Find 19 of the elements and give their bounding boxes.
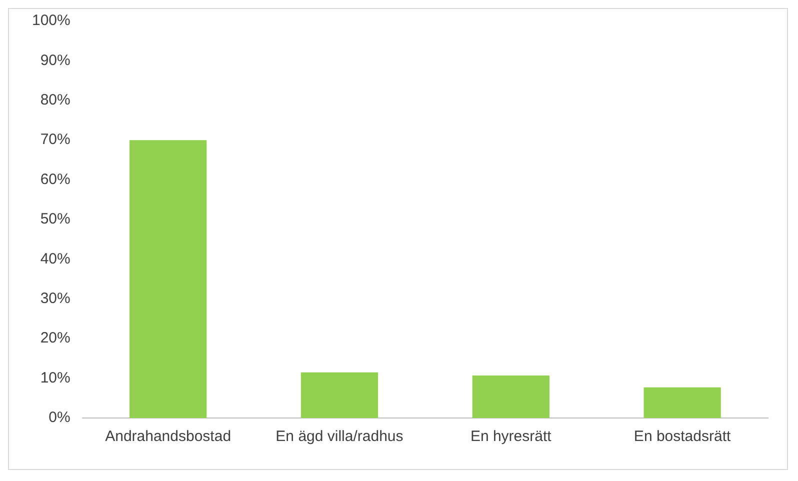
y-tick-label: 80% xyxy=(40,92,70,109)
y-tick-label: 40% xyxy=(40,250,70,268)
y-tick-label: 90% xyxy=(40,52,70,69)
bar xyxy=(300,372,378,418)
y-tick-label: 30% xyxy=(40,290,70,308)
bar xyxy=(472,376,550,418)
x-tick-label: En bostadsrätt xyxy=(634,428,732,446)
y-tick-label: 10% xyxy=(40,369,70,386)
bar xyxy=(644,387,721,418)
y-tick-label: 0% xyxy=(48,409,70,426)
y-tick-label: 60% xyxy=(40,170,70,188)
x-tick-label: Andrahandsbostad xyxy=(105,428,232,446)
y-tick-label: 70% xyxy=(40,131,70,148)
bar xyxy=(130,140,207,418)
y-tick-label: 20% xyxy=(40,330,70,347)
y-tick-label: 100% xyxy=(32,12,70,30)
x-tick-label: En hyresrätt xyxy=(470,428,552,446)
y-tick-label: 50% xyxy=(40,210,70,228)
x-tick-label: En ägd villa/radhus xyxy=(276,428,404,446)
